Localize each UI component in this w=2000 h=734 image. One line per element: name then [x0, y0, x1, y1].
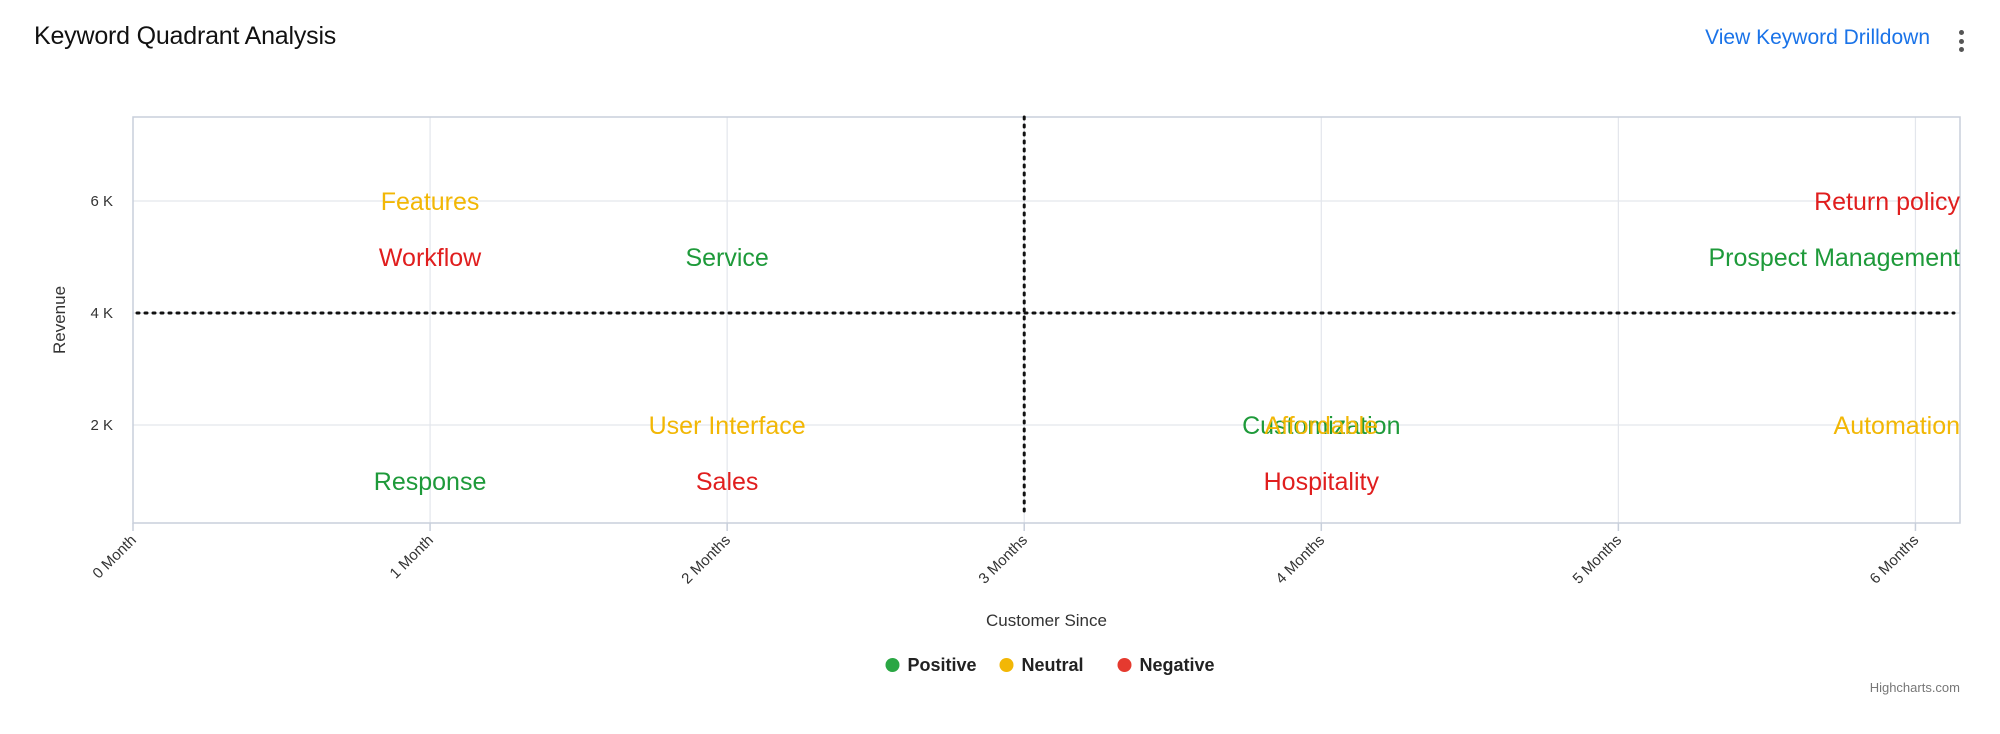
x-axis-ticks: 0 Month 1 Month 2 Months 3 Months 4 Months 5 …	[89, 523, 1922, 587]
legend-item-neutral[interactable]: Neutral	[999, 655, 1084, 675]
highcharts-credits[interactable]: Highcharts.com	[1870, 680, 1960, 695]
data-label-affordable: Affordable	[1265, 412, 1379, 440]
x-tick-label: 6 Months	[1867, 532, 1923, 588]
legend-item-positive[interactable]: Positive	[885, 655, 977, 675]
legend-marker-positive	[885, 658, 900, 672]
y-tick-label: 2 K	[90, 417, 113, 434]
y-tick-label: 4 K	[90, 305, 113, 322]
view-keyword-drilldown-link[interactable]: View Keyword Drilldown	[1705, 26, 1930, 49]
data-label-automation: Automation	[1834, 412, 1960, 440]
x-tick-label: 5 Months	[1570, 532, 1626, 588]
data-label-features: Features	[381, 188, 480, 216]
data-label-service: Service	[685, 244, 768, 272]
data-label-customization: Customization	[1242, 412, 1400, 440]
data-label-prospect-management: Prospect Management	[1708, 244, 1960, 272]
x-tick-label: 2 Months	[678, 532, 734, 588]
x-tick-label: 4 Months	[1272, 532, 1328, 588]
data-label-return-policy: Return policy	[1814, 188, 1960, 216]
data-labels: Service Prospect Management Customization R…	[374, 188, 1961, 496]
legend-item-negative[interactable]: Negative	[1117, 655, 1215, 675]
data-label-user-interface: User Interface	[649, 412, 806, 440]
x-tick-label: 3 Months	[975, 532, 1031, 588]
y-tick-label: 6 K	[90, 193, 113, 210]
legend-marker-neutral	[999, 658, 1014, 672]
data-label-hospitality: Hospitality	[1264, 468, 1380, 496]
x-axis-label: Customer Since	[986, 611, 1107, 630]
legend-label: Positive	[908, 655, 977, 675]
plot-border	[132, 116, 1961, 524]
x-tick-label: 0 Month	[89, 532, 139, 582]
y-axis-label: Revenue	[50, 286, 69, 354]
kebab-menu-icon[interactable]	[1952, 28, 1970, 54]
grid-lines	[133, 117, 1960, 523]
legend: Positive Neutral Negative	[885, 655, 1215, 675]
y-axis-ticks: 2 K 4 K 6 K	[90, 193, 113, 434]
data-label-response: Response	[374, 468, 487, 496]
legend-label: Neutral	[1022, 655, 1084, 675]
legend-label: Negative	[1140, 655, 1215, 675]
quadrant-lines	[135, 115, 1956, 519]
legend-marker-negative	[1117, 658, 1132, 672]
x-tick-label: 1 Month	[387, 532, 437, 582]
chart-header: Keyword Quadrant Analysis View Keyword D…	[0, 0, 2000, 80]
data-label-workflow: Workflow	[379, 244, 482, 272]
data-label-sales: Sales	[696, 468, 759, 496]
page-title: Keyword Quadrant Analysis	[34, 22, 337, 50]
